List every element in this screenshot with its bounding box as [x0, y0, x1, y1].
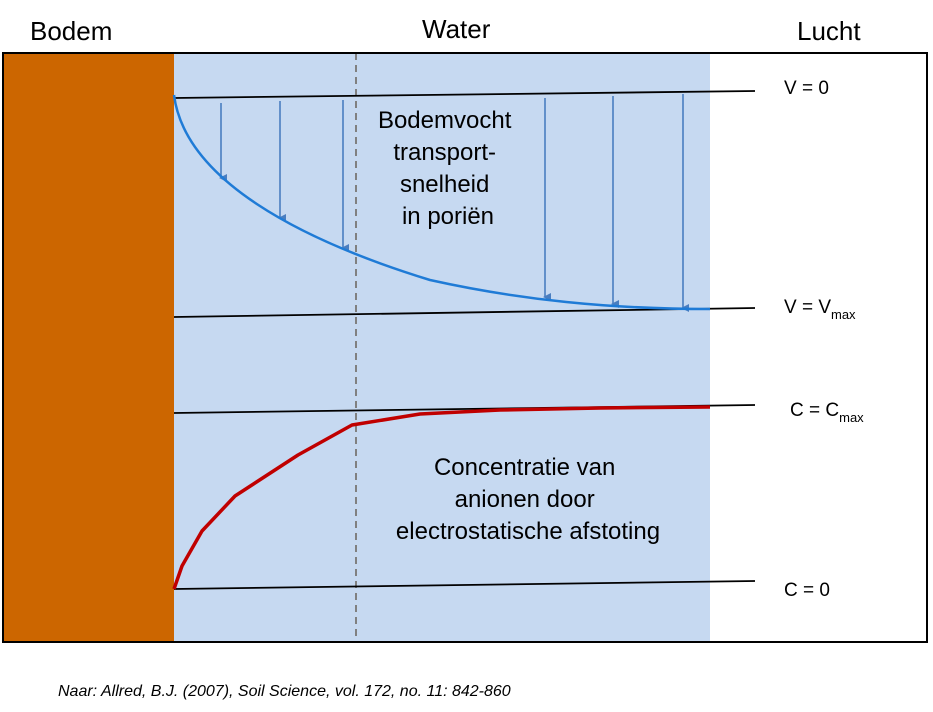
diagram-frame [2, 52, 928, 643]
velocity-description: Bodemvocht transport- snelheid in poriën [378, 107, 518, 230]
label-c-max-sub: max [839, 410, 864, 425]
label-v-zero: V = 0 [784, 78, 829, 99]
label-v-max-main: V = V [784, 297, 831, 318]
concentration-description-line: anionen door [455, 486, 595, 513]
label-c-zero: C = 0 [784, 580, 830, 601]
concentration-curve [172, 405, 711, 590]
velocity-description-line: Bodemvocht [378, 107, 512, 134]
concentration-description-line: Concentratie van [434, 454, 615, 481]
citation: Naar: Allred, B.J. (2007), Soil Science,… [58, 683, 511, 700]
header-air: Lucht [797, 16, 861, 46]
label-c-max: C = Cmax [790, 400, 864, 425]
concentration-description: Concentratie van anionen door electrosta… [396, 454, 660, 545]
velocity-description-line: in poriën [402, 203, 494, 230]
v-zero-line [173, 90, 756, 99]
label-v-max: V = Vmax [784, 297, 856, 322]
velocity-profile-curve [172, 94, 711, 311]
label-v-max-sub: max [831, 307, 856, 322]
soil-zone [3, 53, 174, 642]
label-c-max-main: C = C [790, 400, 839, 421]
velocity-description-line: snelheid [400, 171, 489, 198]
concentration-description-line: electrostatische afstoting [396, 518, 660, 545]
water-zone [174, 53, 710, 642]
c-zero-line [173, 580, 756, 590]
v-max-line [173, 307, 756, 318]
header-soil: Bodem [30, 16, 112, 46]
header-water: Water [422, 14, 491, 44]
velocity-description-line: transport- [393, 139, 496, 166]
